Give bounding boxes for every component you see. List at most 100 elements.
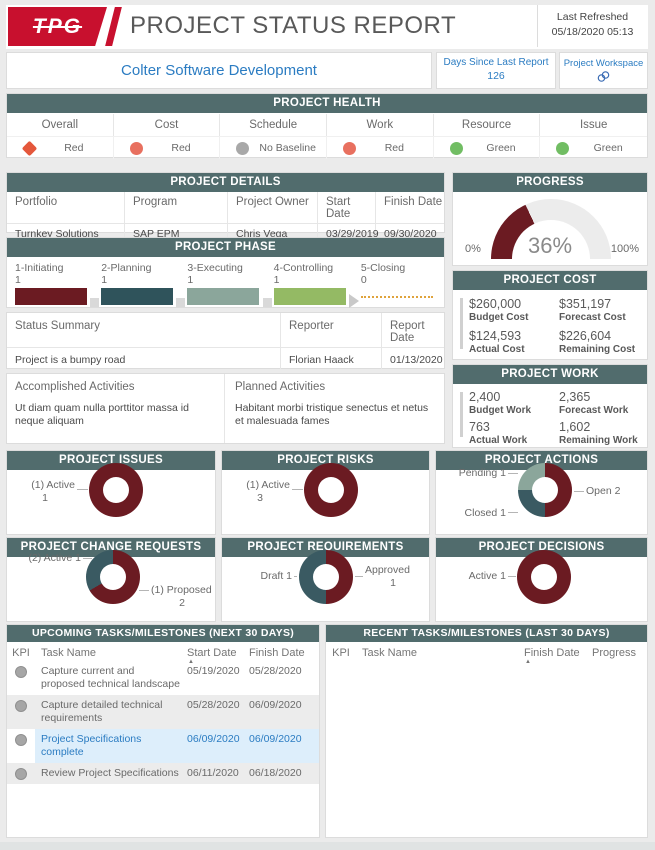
phase-count: 1 — [187, 274, 194, 286]
task-row[interactable]: Review Project Specifications 06/11/2020… — [7, 763, 319, 784]
label-line2: 1 — [42, 492, 48, 504]
leader-line — [294, 576, 297, 577]
label-line1: Approved — [365, 564, 410, 576]
phase-bar — [187, 288, 260, 305]
phase-initiating: 1-Initiating 1 — [15, 260, 90, 308]
column-header-progress[interactable]: Progress — [592, 647, 637, 659]
health-label: Resource — [434, 114, 541, 136]
phase-planning: 2-Planning 1 — [101, 260, 176, 308]
column-header[interactable]: Finish Date — [384, 196, 443, 208]
open-label: Open 2 — [586, 485, 621, 497]
column-header[interactable]: Portfolio — [7, 192, 125, 223]
risks-label: (1) Active 3 — [230, 479, 290, 505]
project-actions-card: PROJECT ACTIONS Pending 1 Open 2 Closed … — [435, 450, 648, 535]
kpi-cell — [7, 695, 35, 729]
health-label: Cost — [114, 114, 221, 136]
label-line1: (1) Active — [31, 479, 75, 491]
kpi-label: Budget Work — [469, 405, 532, 416]
project-work-title: PROJECT WORK — [453, 365, 647, 384]
days-since-card: Days Since Last Report 126 — [436, 52, 556, 89]
phase-label: 4-Controlling — [273, 262, 334, 274]
leader-line — [508, 576, 516, 577]
page-title: PROJECT STATUS REPORT — [130, 12, 457, 39]
health-status: Red — [64, 142, 84, 154]
issues-donut-chart[interactable] — [89, 463, 143, 517]
column-header[interactable]: Report Date — [390, 320, 425, 344]
phase-count: 1 — [273, 274, 280, 286]
kpi-label: Forecast Work — [559, 405, 629, 416]
health-label: Issue — [579, 119, 608, 131]
project-risks-title: PROJECT RISKS — [222, 451, 429, 470]
task-row-selected[interactable]: Project Specifications complete 06/09/20… — [7, 729, 319, 763]
phase-chart[interactable]: 1-Initiating 1 2-Planning 1 3-Executing … — [7, 257, 444, 308]
kpi-value: 2,400 — [469, 390, 501, 404]
status-summary-card: Status Summary Reporter Report Date Proj… — [6, 312, 445, 369]
column-header[interactable]: Status Summary — [7, 313, 281, 347]
phase-connector-square — [90, 298, 100, 307]
forecast-work: 2,365 Forecast Work — [559, 390, 647, 416]
health-status: Green — [593, 142, 623, 154]
task-row[interactable]: Capture detailed technical requirements … — [7, 695, 319, 729]
column-header-kpi[interactable]: KPI — [332, 647, 350, 659]
project-requirements-card: PROJECT REQUIREMENTS Draft 1 Approved 1 — [221, 537, 430, 622]
link-icon[interactable] — [596, 70, 611, 88]
column-header-task[interactable]: Task Name — [41, 647, 97, 659]
leader-line — [292, 489, 303, 490]
approved-label: Approved 1 — [365, 564, 421, 590]
forecast-cost: $351,197 Forecast Cost — [559, 297, 647, 323]
requirements-donut-chart[interactable] — [299, 550, 353, 604]
column-header-finish[interactable]: Finish Date — [249, 647, 305, 659]
column-header[interactable]: Start Date — [318, 192, 376, 223]
health-indicator-cost: Red — [114, 137, 221, 159]
column-header[interactable]: Project Owner — [228, 192, 318, 223]
risks-donut-chart[interactable] — [304, 463, 358, 517]
accent-bar — [460, 298, 463, 349]
summary-value-row: Project is a bumpy road Florian Haack 01… — [7, 347, 444, 369]
column-header[interactable]: Program — [125, 192, 228, 223]
column-header-task[interactable]: Task Name — [362, 647, 418, 659]
closed-label: Closed 1 — [464, 507, 506, 519]
upcoming-tasks-card: UPCOMING TASKS/MILESTONES (NEXT 30 DAYS)… — [6, 624, 320, 838]
phase-count: 1 — [15, 274, 21, 286]
start-date: 06/11/2020 — [187, 767, 239, 779]
progress-gauge[interactable] — [491, 199, 611, 259]
task-row[interactable]: Capture current and proposed technical l… — [7, 661, 319, 695]
budget-work: 2,400 Budget Work — [469, 390, 557, 416]
kpi-indicator-icon — [15, 666, 27, 678]
label-line2: 1 — [390, 577, 396, 589]
decisions-donut-chart[interactable] — [517, 550, 571, 604]
donut-hole — [100, 564, 126, 590]
issues-label: (1) Active 1 — [15, 479, 75, 505]
label-line2: 2 — [179, 597, 185, 609]
actions-donut-chart[interactable] — [518, 463, 572, 517]
project-name-card: Colter Software Development — [6, 52, 432, 89]
status-circle-icon — [236, 141, 250, 155]
donut-hole — [103, 477, 129, 503]
kpi-cell — [7, 661, 35, 695]
workspace-label[interactable]: Project Workspace — [563, 58, 644, 69]
health-indicator-work: Red — [327, 137, 434, 159]
column-header-start-sorted[interactable]: Start Date — [187, 647, 249, 665]
kpi-label: Remaining Cost — [559, 344, 636, 355]
proposed-label: (1) Proposed 2 — [151, 584, 213, 610]
finish-date: 06/09/2020 — [249, 733, 302, 745]
status-summary-value: Project is a bumpy road — [7, 348, 281, 369]
health-indicator-resource: Green — [434, 137, 541, 159]
project-work-card: PROJECT WORK 2,400 Budget Work 2,365 For… — [452, 364, 648, 448]
change-requests-donut-chart[interactable] — [86, 550, 140, 604]
phase-bar — [101, 288, 174, 305]
active-label: Active 1 — [468, 570, 506, 582]
kpi-label: Remaining Work — [559, 435, 638, 446]
phase-bar-dotted — [360, 296, 433, 298]
label-line2: 3 — [257, 492, 263, 504]
column-header-finish-sorted[interactable]: Finish Date — [524, 647, 592, 665]
column-header-kpi[interactable]: KPI — [12, 647, 30, 659]
kpi-indicator-icon — [15, 768, 27, 780]
days-since-value: 126 — [487, 70, 505, 82]
finish-date: 06/18/2020 — [249, 767, 302, 779]
remaining-cost: $226,604 Remaining Cost — [559, 329, 647, 355]
column-header[interactable]: Reporter — [281, 313, 382, 347]
budget-cost: $260,000 Budget Cost — [469, 297, 557, 323]
upcoming-columns-row: KPI Task Name Start Date Finish Date — [7, 642, 319, 665]
leader-line — [77, 489, 88, 490]
